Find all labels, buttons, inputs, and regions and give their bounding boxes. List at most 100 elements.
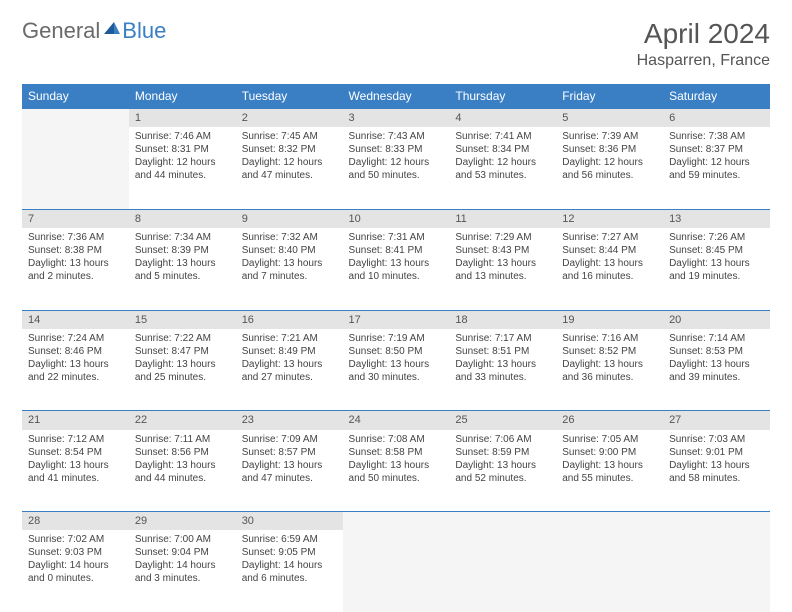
sunset-text: Sunset: 8:57 PM [242, 446, 337, 459]
daylight-text-1: Daylight: 13 hours [669, 459, 764, 472]
sunset-text: Sunset: 8:58 PM [349, 446, 444, 459]
empty-daynum [556, 512, 663, 531]
sunrise-text: Sunrise: 7:08 AM [349, 433, 444, 446]
logo-triangle-icon [104, 20, 120, 36]
day-cell: Sunrise: 7:16 AMSunset: 8:52 PMDaylight:… [556, 329, 663, 411]
sunrise-text: Sunrise: 7:11 AM [135, 433, 230, 446]
daylight-text-2: and 44 minutes. [135, 169, 230, 182]
day-cell: Sunrise: 7:45 AMSunset: 8:32 PMDaylight:… [236, 127, 343, 209]
daylight-text-2: and 13 minutes. [455, 270, 550, 283]
empty-cell [343, 530, 450, 612]
empty-cell [556, 530, 663, 612]
empty-cell [449, 530, 556, 612]
day-cell: Sunrise: 7:32 AMSunset: 8:40 PMDaylight:… [236, 228, 343, 310]
sunset-text: Sunset: 8:44 PM [562, 244, 657, 257]
day-cell: Sunrise: 7:34 AMSunset: 8:39 PMDaylight:… [129, 228, 236, 310]
daylight-text-1: Daylight: 12 hours [562, 156, 657, 169]
col-tuesday: Tuesday [236, 84, 343, 109]
data-row: Sunrise: 7:24 AMSunset: 8:46 PMDaylight:… [22, 329, 770, 411]
day-number: 21 [22, 411, 129, 430]
daylight-text-2: and 47 minutes. [242, 472, 337, 485]
sunrise-text: Sunrise: 7:43 AM [349, 130, 444, 143]
page-title: April 2024 [637, 18, 770, 50]
daynum-row: 282930 [22, 512, 770, 531]
day-cell: Sunrise: 7:21 AMSunset: 8:49 PMDaylight:… [236, 329, 343, 411]
sunrise-text: Sunrise: 7:45 AM [242, 130, 337, 143]
daylight-text-1: Daylight: 13 hours [562, 459, 657, 472]
sunrise-text: Sunrise: 7:22 AM [135, 332, 230, 345]
daylight-text-1: Daylight: 13 hours [135, 358, 230, 371]
daylight-text-1: Daylight: 13 hours [455, 459, 550, 472]
day-cell: Sunrise: 7:02 AMSunset: 9:03 PMDaylight:… [22, 530, 129, 612]
empty-cell [663, 530, 770, 612]
day-number: 2 [236, 109, 343, 128]
daylight-text-2: and 0 minutes. [28, 572, 123, 585]
sunset-text: Sunset: 8:59 PM [455, 446, 550, 459]
day-number: 13 [663, 209, 770, 228]
calendar-table: Sunday Monday Tuesday Wednesday Thursday… [22, 84, 770, 612]
day-number: 14 [22, 310, 129, 329]
sunset-text: Sunset: 9:01 PM [669, 446, 764, 459]
sunrise-text: Sunrise: 7:46 AM [135, 130, 230, 143]
daynum-row: 21222324252627 [22, 411, 770, 430]
daylight-text-1: Daylight: 13 hours [28, 459, 123, 472]
daylight-text-1: Daylight: 12 hours [669, 156, 764, 169]
daylight-text-2: and 30 minutes. [349, 371, 444, 384]
daylight-text-2: and 5 minutes. [135, 270, 230, 283]
sunrise-text: Sunrise: 6:59 AM [242, 533, 337, 546]
sunrise-text: Sunrise: 7:03 AM [669, 433, 764, 446]
day-number: 10 [343, 209, 450, 228]
daylight-text-2: and 22 minutes. [28, 371, 123, 384]
col-wednesday: Wednesday [343, 84, 450, 109]
daylight-text-1: Daylight: 13 hours [135, 257, 230, 270]
logo: General Blue [22, 18, 166, 44]
daylight-text-1: Daylight: 14 hours [28, 559, 123, 572]
daylight-text-2: and 53 minutes. [455, 169, 550, 182]
sunrise-text: Sunrise: 7:26 AM [669, 231, 764, 244]
empty-cell [22, 127, 129, 209]
daylight-text-1: Daylight: 13 hours [242, 257, 337, 270]
sunset-text: Sunset: 8:37 PM [669, 143, 764, 156]
day-cell: Sunrise: 7:12 AMSunset: 8:54 PMDaylight:… [22, 430, 129, 512]
day-number: 19 [556, 310, 663, 329]
sunset-text: Sunset: 9:05 PM [242, 546, 337, 559]
sunset-text: Sunset: 8:41 PM [349, 244, 444, 257]
daylight-text-2: and 55 minutes. [562, 472, 657, 485]
daylight-text-1: Daylight: 13 hours [135, 459, 230, 472]
day-number: 5 [556, 109, 663, 128]
day-number: 28 [22, 512, 129, 531]
daylight-text-1: Daylight: 13 hours [349, 358, 444, 371]
logo-text-2: Blue [122, 18, 166, 44]
sunset-text: Sunset: 8:38 PM [28, 244, 123, 257]
sunset-text: Sunset: 8:34 PM [455, 143, 550, 156]
day-cell: Sunrise: 7:46 AMSunset: 8:31 PMDaylight:… [129, 127, 236, 209]
daylight-text-1: Daylight: 13 hours [28, 257, 123, 270]
day-number: 1 [129, 109, 236, 128]
day-number: 15 [129, 310, 236, 329]
day-number: 3 [343, 109, 450, 128]
sunset-text: Sunset: 8:46 PM [28, 345, 123, 358]
header: General Blue April 2024 Hasparren, Franc… [22, 18, 770, 70]
col-saturday: Saturday [663, 84, 770, 109]
day-cell: Sunrise: 7:11 AMSunset: 8:56 PMDaylight:… [129, 430, 236, 512]
sunset-text: Sunset: 8:43 PM [455, 244, 550, 257]
day-cell: Sunrise: 7:26 AMSunset: 8:45 PMDaylight:… [663, 228, 770, 310]
day-number: 16 [236, 310, 343, 329]
daylight-text-1: Daylight: 13 hours [242, 358, 337, 371]
sunrise-text: Sunrise: 7:36 AM [28, 231, 123, 244]
daylight-text-2: and 33 minutes. [455, 371, 550, 384]
day-number: 24 [343, 411, 450, 430]
sunrise-text: Sunrise: 7:29 AM [455, 231, 550, 244]
day-number: 11 [449, 209, 556, 228]
day-cell: Sunrise: 7:41 AMSunset: 8:34 PMDaylight:… [449, 127, 556, 209]
daylight-text-2: and 59 minutes. [669, 169, 764, 182]
sunrise-text: Sunrise: 7:31 AM [349, 231, 444, 244]
daylight-text-1: Daylight: 14 hours [135, 559, 230, 572]
daylight-text-2: and 25 minutes. [135, 371, 230, 384]
daylight-text-1: Daylight: 13 hours [562, 257, 657, 270]
daylight-text-1: Daylight: 14 hours [242, 559, 337, 572]
daylight-text-2: and 16 minutes. [562, 270, 657, 283]
sunset-text: Sunset: 8:53 PM [669, 345, 764, 358]
daylight-text-1: Daylight: 13 hours [669, 358, 764, 371]
sunrise-text: Sunrise: 7:09 AM [242, 433, 337, 446]
